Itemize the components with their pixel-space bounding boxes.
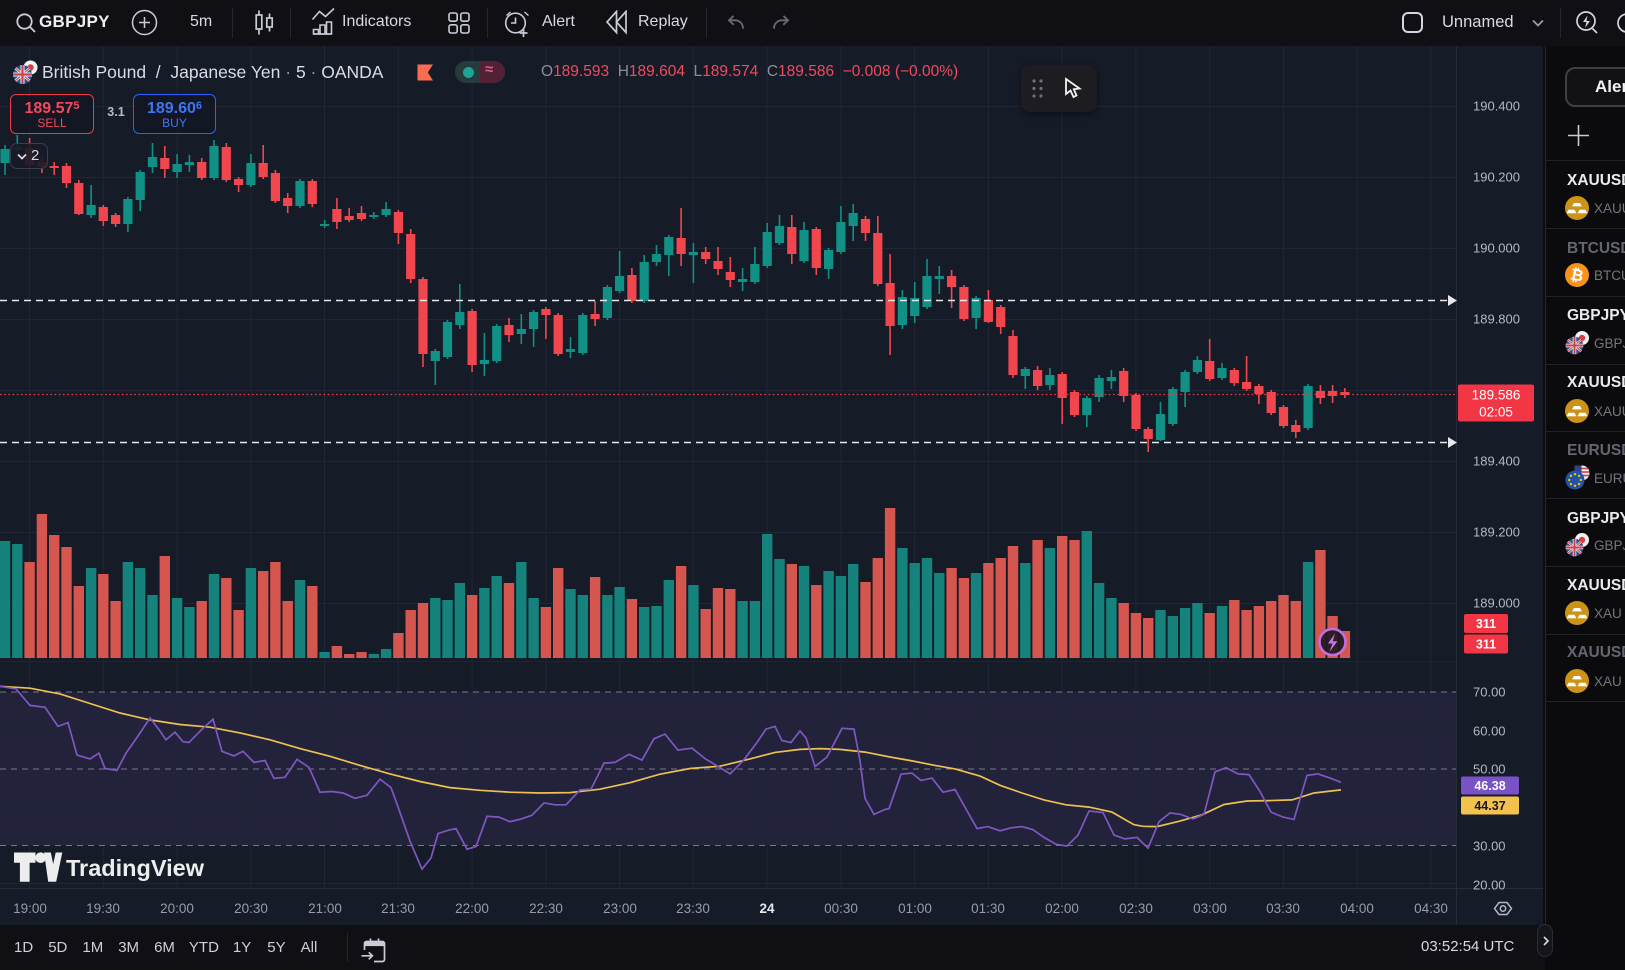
svg-text:189.400: 189.400: [1473, 454, 1520, 469]
svg-text:04:30: 04:30: [1414, 901, 1448, 916]
svg-text:22:30: 22:30: [529, 901, 563, 916]
svg-text:19:30: 19:30: [86, 901, 120, 916]
svg-text:00:30: 00:30: [824, 901, 858, 916]
svg-text:₿: ₿: [1569, 265, 1586, 285]
svg-text:02:05: 02:05: [1479, 405, 1513, 420]
svg-text:311: 311: [1476, 638, 1496, 652]
svg-text:23:00: 23:00: [603, 901, 637, 916]
svg-text:190.400: 190.400: [1473, 99, 1520, 114]
svg-text:02:30: 02:30: [1119, 901, 1153, 916]
svg-text:TradingView: TradingView: [66, 855, 205, 881]
svg-text:189.586: 189.586: [1472, 388, 1521, 403]
svg-text:20.00: 20.00: [1473, 878, 1506, 893]
svg-text:60.00: 60.00: [1473, 724, 1506, 739]
svg-text:19:00: 19:00: [13, 901, 47, 916]
svg-text:01:00: 01:00: [898, 901, 932, 916]
svg-text:03:30: 03:30: [1266, 901, 1300, 916]
svg-text:21:30: 21:30: [381, 901, 415, 916]
svg-text:189.000: 189.000: [1473, 596, 1520, 611]
svg-text:22:00: 22:00: [455, 901, 489, 916]
svg-text:03:00: 03:00: [1193, 901, 1227, 916]
svg-text:20:00: 20:00: [160, 901, 194, 916]
svg-text:30.00: 30.00: [1473, 839, 1506, 854]
svg-text:190.000: 190.000: [1473, 241, 1520, 256]
svg-text:70.00: 70.00: [1473, 685, 1506, 700]
svg-text:20:30: 20:30: [234, 901, 268, 916]
svg-text:02:00: 02:00: [1045, 901, 1079, 916]
svg-text:311: 311: [1476, 617, 1496, 631]
svg-text:23:30: 23:30: [676, 901, 710, 916]
svg-text:44.37: 44.37: [1474, 799, 1505, 813]
svg-text:24: 24: [759, 901, 775, 916]
svg-text:01:30: 01:30: [971, 901, 1005, 916]
svg-text:189.800: 189.800: [1473, 312, 1520, 327]
svg-text:04:00: 04:00: [1340, 901, 1374, 916]
svg-text:50.00: 50.00: [1473, 762, 1506, 777]
svg-text:189.200: 189.200: [1473, 525, 1520, 540]
svg-text:46.38: 46.38: [1474, 779, 1505, 793]
svg-text:190.200: 190.200: [1473, 170, 1520, 185]
svg-text:21:00: 21:00: [308, 901, 342, 916]
